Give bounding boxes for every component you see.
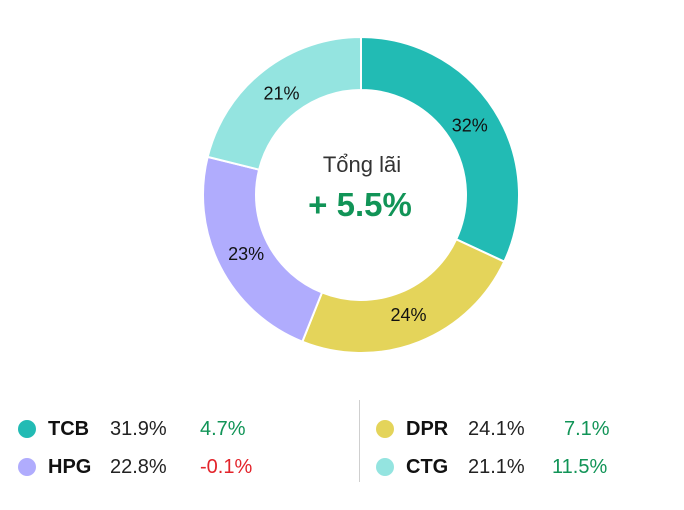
legend-symbol: TCB: [48, 417, 90, 440]
slice-label-hpg: 23%: [228, 244, 264, 264]
legend-item-ctg: CTG 21.1% 11.5%: [376, 450, 622, 484]
slice-label-ctg: 21%: [264, 83, 300, 103]
slice-tcb: [360, 35, 520, 263]
legend-item-dpr: DPR 24.1% 7.1%: [376, 412, 634, 446]
donut-chart: 32% 24% 23% 21% Tổng lãi + 5.5%: [202, 35, 520, 354]
legend-change: 4.7%: [200, 417, 246, 440]
legend-dot: [18, 420, 36, 438]
legend-share: 21.1%: [468, 455, 525, 478]
legend-symbol: DPR: [406, 417, 449, 440]
center-total-value: + 5.5%: [308, 186, 412, 223]
slice-label-dpr: 24%: [391, 305, 427, 325]
legend-dot: [376, 458, 394, 476]
legend-item-tcb: TCB 31.9% 4.7%: [18, 412, 270, 446]
center-title: Tổng lãi: [323, 152, 401, 177]
legend-dot: [18, 458, 36, 476]
legend-share: 31.9%: [110, 417, 167, 440]
slice-ctg: [206, 35, 362, 171]
legend: TCB 31.9% 4.7% HPG 22.8% -0.1% DPR 24.1%…: [0, 400, 684, 500]
legend-divider: [359, 400, 360, 482]
legend-change: 11.5%: [552, 455, 608, 478]
legend-symbol: HPG: [48, 455, 92, 478]
legend-share: 22.8%: [110, 455, 167, 478]
slice-label-tcb: 32%: [452, 116, 488, 136]
donut-slices: [202, 35, 520, 354]
legend-change: 7.1%: [564, 417, 610, 440]
legend-symbol: CTG: [406, 455, 449, 478]
legend-share: 24.1%: [468, 417, 525, 440]
legend-dot: [376, 420, 394, 438]
slice-dpr: [301, 237, 506, 354]
legend-change: -0.1%: [200, 455, 253, 478]
donut-slice-labels: 32% 24% 23% 21%: [228, 83, 488, 325]
legend-item-hpg: HPG 22.8% -0.1%: [18, 450, 270, 484]
